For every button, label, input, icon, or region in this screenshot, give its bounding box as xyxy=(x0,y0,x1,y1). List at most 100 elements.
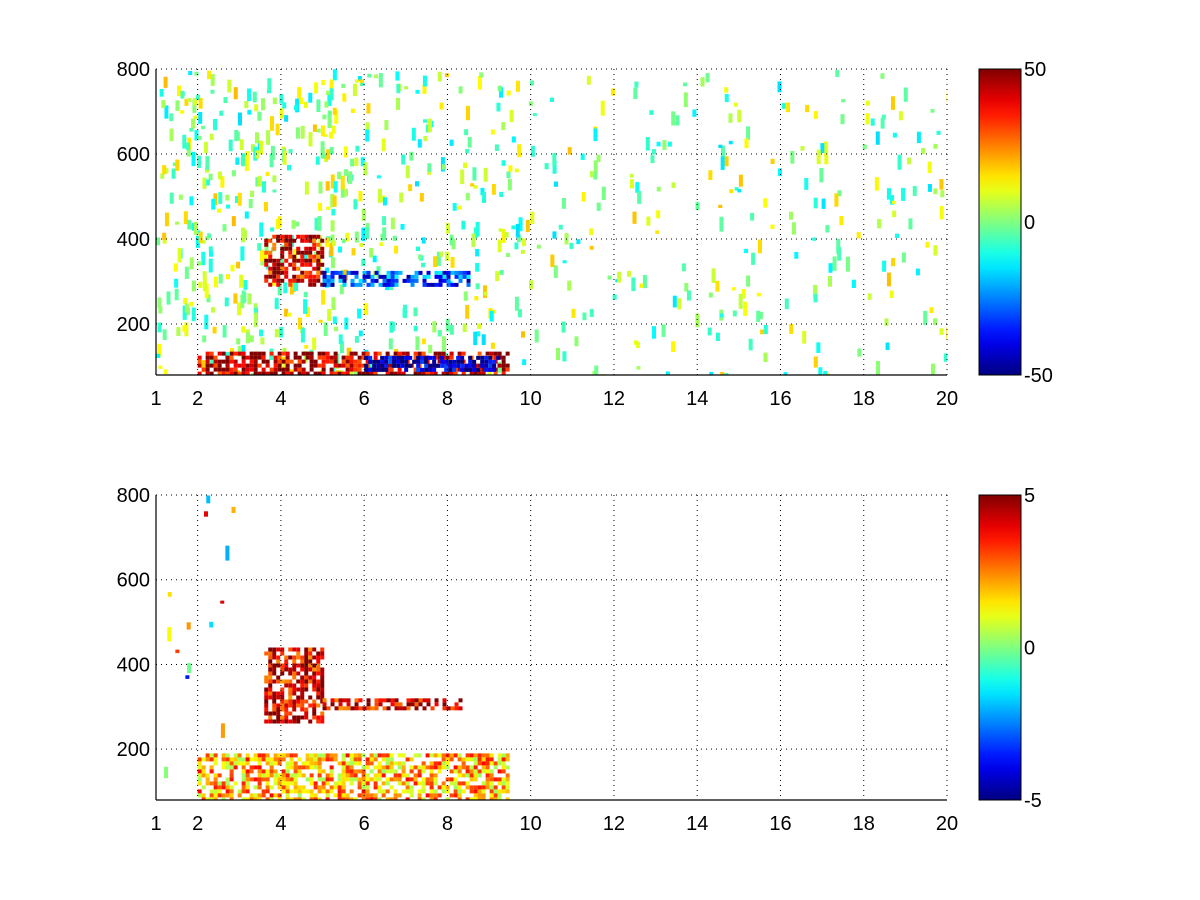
heatmap-cell xyxy=(301,359,306,364)
heatmap-cell xyxy=(374,698,379,703)
heatmap-cell xyxy=(297,367,302,372)
heatmap-cell xyxy=(357,757,362,762)
heatmap-cell xyxy=(445,757,450,762)
speckle-cell xyxy=(729,189,734,194)
heatmap-cell xyxy=(292,715,297,720)
heatmap-cell xyxy=(437,769,442,774)
speckle-cell xyxy=(265,265,270,270)
heatmap-cell xyxy=(364,355,369,360)
heatmap-cell xyxy=(501,359,506,364)
speckle-cell xyxy=(813,294,818,303)
heatmap-cell xyxy=(341,777,346,782)
speckle-cell xyxy=(237,345,242,357)
speckle-cell xyxy=(350,158,355,167)
heatmap-cell xyxy=(481,785,486,790)
speckle-cell xyxy=(250,190,255,198)
heatmap-cell xyxy=(353,359,358,364)
speckle-cell xyxy=(315,156,320,165)
speckle-cell xyxy=(211,198,216,210)
heatmap-cell xyxy=(296,266,301,271)
heatmap-cell xyxy=(361,781,366,786)
heatmap-cell xyxy=(300,655,305,660)
speckle-cell xyxy=(196,230,201,234)
heatmap-cell xyxy=(501,781,506,786)
heatmap-cell xyxy=(457,367,462,372)
heatmap-cell xyxy=(338,706,343,711)
speckle-cell xyxy=(413,325,418,332)
heatmap-cell xyxy=(213,777,218,782)
heatmap-cell xyxy=(313,781,318,786)
heatmap-cell xyxy=(473,757,478,762)
heatmap-cell xyxy=(361,777,366,782)
heatmap-cell xyxy=(489,757,494,762)
speckle-cell xyxy=(376,175,381,179)
speckle-cell xyxy=(210,307,215,313)
heatmap-cell xyxy=(233,367,238,372)
heatmap-cell xyxy=(473,753,478,758)
heatmap-cell xyxy=(217,785,222,790)
speckle-cell xyxy=(175,100,180,111)
heatmap-cell xyxy=(312,282,317,287)
heatmap-cell xyxy=(292,675,297,680)
heatmap-cell xyxy=(277,351,282,356)
speckle-cell xyxy=(715,280,720,292)
heatmap-cell xyxy=(289,757,294,762)
speckle-cell xyxy=(933,143,938,149)
speckle-cell xyxy=(279,326,284,338)
heatmap-cell xyxy=(273,757,278,762)
heatmap-cell xyxy=(249,359,254,364)
speckle-cell xyxy=(239,139,244,150)
speckle-cell xyxy=(260,337,265,345)
heatmap-cell xyxy=(241,355,246,360)
heatmap-cell xyxy=(460,355,465,360)
heatmap-cell xyxy=(357,359,362,364)
speckle-cell xyxy=(865,100,870,106)
heatmap-cell xyxy=(378,702,383,707)
heatmap-cell xyxy=(268,282,273,287)
heatmap-cell xyxy=(288,655,293,660)
heatmap-cell xyxy=(409,765,414,770)
heatmap-cell xyxy=(330,702,335,707)
speckle-cell xyxy=(552,152,557,166)
heatmap-cell xyxy=(476,367,481,372)
heatmap-cell xyxy=(420,355,425,360)
heatmap-cell xyxy=(289,781,294,786)
heatmap-cell xyxy=(402,706,407,711)
heatmap-cell xyxy=(320,699,325,704)
heatmap-cell xyxy=(497,781,502,786)
heatmap-cell xyxy=(316,659,321,664)
heatmap-cell xyxy=(458,698,463,703)
heatmap-cell xyxy=(390,270,395,275)
heatmap-cell xyxy=(369,371,374,375)
speckle-cell xyxy=(357,308,362,319)
speckle-cell xyxy=(334,110,339,124)
heatmap-cell xyxy=(321,359,326,364)
heatmap-cell xyxy=(320,250,325,255)
heatmap-cell xyxy=(288,687,293,692)
speckle-cell xyxy=(870,118,875,126)
heatmap-cell xyxy=(433,351,438,356)
heatmap-cell xyxy=(320,691,325,696)
heatmap-cell xyxy=(329,769,334,774)
heatmap-cell xyxy=(489,753,494,758)
heatmap-cell xyxy=(453,765,458,770)
speckle-cell xyxy=(927,161,932,174)
speckle-cell xyxy=(482,285,487,298)
heatmap-cell xyxy=(385,757,390,762)
heatmap-cell xyxy=(485,765,490,770)
heatmap-cell xyxy=(253,757,258,762)
heatmap-cell xyxy=(477,785,482,790)
heatmap-cell xyxy=(309,363,314,368)
heatmap-cell xyxy=(316,703,321,708)
speckle-cell xyxy=(342,93,347,102)
heatmap-cell xyxy=(304,707,309,712)
heatmap-cell xyxy=(413,777,418,782)
heatmap-cell xyxy=(408,363,413,368)
heatmap-cell xyxy=(404,363,409,368)
heatmap-cell xyxy=(426,270,431,275)
speckle-cell xyxy=(746,275,751,287)
speckle-cell xyxy=(204,314,209,330)
heatmap-cell xyxy=(233,757,238,762)
heatmap-cell xyxy=(353,367,358,372)
speckle-cell xyxy=(939,328,944,335)
